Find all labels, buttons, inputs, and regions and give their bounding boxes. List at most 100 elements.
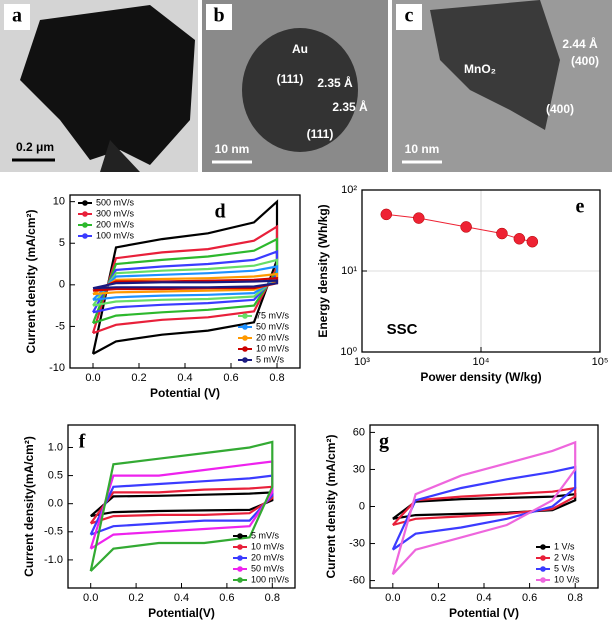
x-tick-label: 0.0 — [83, 592, 98, 604]
x-tick-label: 0.8 — [269, 372, 284, 384]
legend-label: 50 mV/s — [251, 563, 285, 573]
legend-marker — [82, 200, 88, 206]
annotation: SSC — [387, 321, 418, 338]
panel-label: b — [213, 5, 224, 27]
annotation: (400) — [546, 102, 574, 116]
legend-marker — [237, 577, 243, 583]
scale-bar: 10 nm — [215, 142, 250, 156]
legend-label: 10 V/s — [554, 574, 580, 584]
x-axis-label: Power density (W/kg) — [420, 370, 541, 384]
y-tick-label: -30 — [349, 537, 365, 549]
annotation: 2.44 Å — [562, 36, 598, 51]
x-tick-label: 0.6 — [223, 372, 238, 384]
legend-marker — [242, 324, 248, 330]
legend-label: 20 mV/s — [251, 552, 285, 562]
y-tick-label: 1.0 — [48, 441, 63, 453]
series-line — [92, 265, 279, 301]
annotation: 2.35 Å — [317, 75, 353, 90]
annotation: (400) — [571, 54, 599, 68]
legend-label: 100 mV/s — [251, 574, 290, 584]
marker — [526, 235, 539, 248]
series-line — [89, 440, 274, 572]
image-c: c MnO₂ 2.44 Å (400) (400) 10 nm — [392, 0, 612, 172]
x-tick-label: 0.0 — [85, 372, 100, 384]
marker — [513, 233, 526, 245]
series-line — [92, 279, 279, 290]
y-tick-label: 10⁰ — [340, 346, 357, 358]
y-tick-label: 0.0 — [48, 498, 63, 510]
x-tick-label: 0.2 — [131, 372, 146, 384]
legend-marker — [540, 566, 546, 572]
y-tick-label: -0.5 — [44, 526, 63, 538]
legend-marker — [237, 555, 243, 561]
x-tick-label: 0.4 — [177, 372, 192, 384]
legend-marker — [540, 555, 546, 561]
x-tick-label: 10⁵ — [592, 356, 609, 368]
legend-label: 20 mV/s — [256, 332, 290, 342]
x-axis-label: Potential (V) — [150, 386, 220, 400]
x-tick-label: 0.6 — [219, 592, 234, 604]
legend-marker — [237, 566, 243, 572]
legend-label: 50 mV/s — [256, 321, 290, 331]
y-axis-label: Current density (mA/cm²) — [324, 434, 338, 578]
legend-label: 200 mV/s — [96, 219, 135, 229]
legend-marker — [242, 335, 248, 341]
panel-label: c — [405, 5, 414, 27]
panel-label: e — [576, 196, 585, 218]
annotation: Au — [292, 42, 308, 56]
series-line — [391, 486, 577, 527]
legend-marker — [540, 577, 546, 583]
series-line — [391, 465, 577, 551]
y-tick-label: -1.0 — [44, 554, 63, 566]
legend-label: 75 mV/s — [256, 310, 290, 320]
legend-marker — [242, 313, 248, 319]
image-a: a 0.2 μm — [0, 0, 198, 172]
legend-marker — [82, 222, 88, 228]
y-tick-label: 30 — [353, 463, 365, 475]
legend-label: 500 mV/s — [96, 197, 135, 207]
y-tick-label: 10 — [53, 196, 65, 208]
annotation: 2.35 Å — [332, 99, 368, 114]
annotation: (111) — [307, 127, 334, 141]
y-tick-label: 0 — [359, 500, 365, 512]
y-tick-label: 5 — [59, 237, 65, 249]
marker — [496, 227, 508, 240]
panel-label: d — [214, 201, 225, 223]
series-line — [391, 440, 577, 576]
legend-label: 1 V/s — [554, 541, 575, 551]
legend-label: 10 mV/s — [251, 541, 285, 551]
y-tick-label: 0 — [59, 279, 65, 291]
x-tick-label: 0.2 — [128, 592, 143, 604]
panel-label: g — [379, 431, 389, 453]
legend-label: 2 V/s — [554, 552, 575, 562]
scale-bar: 10 nm — [405, 142, 440, 156]
panel-label: f — [79, 431, 86, 453]
legend-marker — [540, 544, 546, 550]
scale-bar: 0.2 μm — [16, 140, 54, 154]
annotation: (111) — [277, 72, 304, 86]
x-tick-label: 0.0 — [385, 592, 400, 604]
y-axis-label: Current density (mA/cm²) — [24, 209, 38, 353]
x-tick-label: 10⁴ — [473, 356, 490, 368]
series-line — [89, 485, 274, 525]
panel-label: a — [12, 5, 22, 27]
marker — [380, 208, 393, 221]
marker — [460, 221, 472, 233]
y-tick-label: -10 — [49, 362, 65, 374]
x-tick-label: 0.8 — [265, 592, 280, 604]
x-tick-label: 0.2 — [431, 592, 446, 604]
y-axis-label: Energy density (Wh/kg) — [316, 204, 330, 337]
y-tick-label: 10² — [341, 184, 357, 196]
legend-marker — [82, 211, 88, 217]
x-tick-label: 0.8 — [568, 592, 583, 604]
legend-marker — [82, 233, 88, 239]
x-axis-label: Potential(V) — [148, 606, 215, 620]
x-axis-label: Potential (V) — [449, 606, 519, 620]
legend-marker — [242, 346, 248, 352]
legend-label: 100 mV/s — [96, 230, 135, 240]
x-tick-label: 0.4 — [174, 592, 189, 604]
x-tick-label: 10³ — [354, 356, 370, 368]
y-tick-label: -60 — [349, 574, 365, 586]
y-tick-label: 60 — [353, 426, 365, 438]
